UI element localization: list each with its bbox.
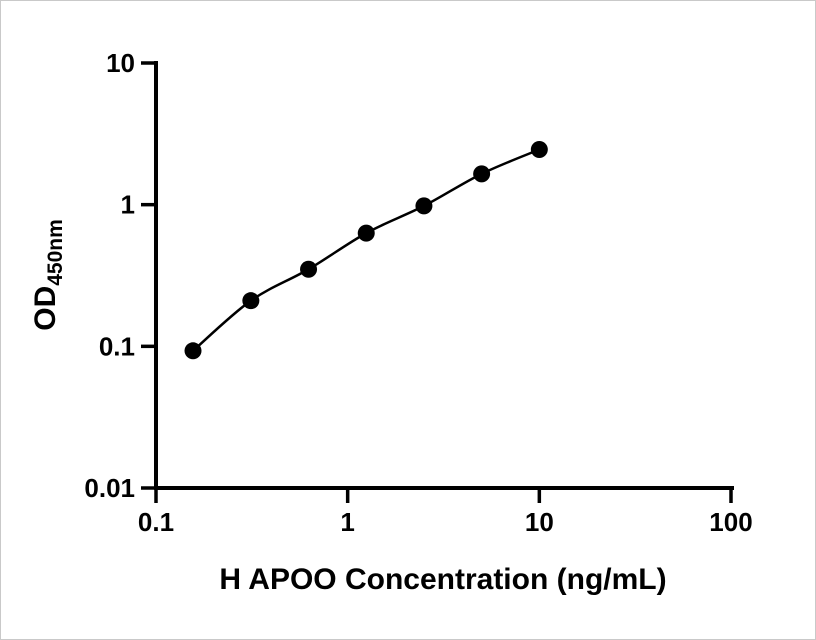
x-tick-label: 1 bbox=[340, 507, 354, 537]
y-axis-title-main: OD bbox=[29, 286, 62, 331]
data-point bbox=[184, 342, 202, 360]
data-point bbox=[415, 197, 433, 215]
x-tick-label: 10 bbox=[525, 507, 554, 537]
y-tick-label: 0.1 bbox=[99, 331, 135, 361]
y-tick-label: 10 bbox=[106, 48, 135, 78]
data-point bbox=[300, 260, 318, 278]
data-point bbox=[242, 292, 260, 310]
y-tick-label: 1 bbox=[121, 190, 135, 220]
y-axis-title-sub: 450nm bbox=[44, 219, 67, 286]
data-point bbox=[530, 141, 548, 159]
y-tick-label: 0.01 bbox=[84, 473, 135, 503]
data-point bbox=[473, 165, 491, 183]
y-axis-title: OD450nm bbox=[29, 219, 67, 331]
x-axis-title: H APOO Concentration (ng/mL) bbox=[219, 563, 666, 596]
x-tick-label: 100 bbox=[709, 507, 752, 537]
x-tick-label: 0.1 bbox=[138, 507, 174, 537]
data-point bbox=[357, 224, 375, 242]
